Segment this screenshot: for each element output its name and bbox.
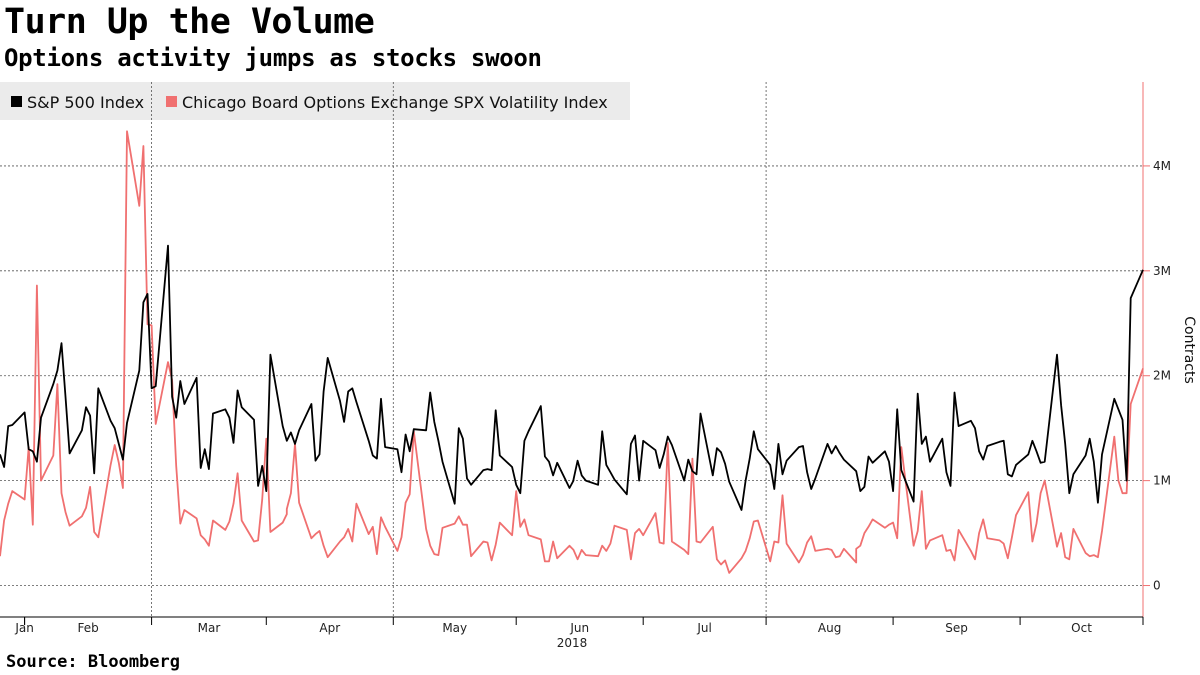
y-tick-label: 0 [1153, 579, 1161, 593]
chart-title: Turn Up the Volume [4, 2, 375, 42]
x-tick-label: Jun [569, 621, 589, 635]
y-axis-label: Contracts [1181, 316, 1197, 384]
x-tick-label: Apr [319, 621, 340, 635]
right-y-axis: 0 1M 2M 3M 4M [1142, 82, 1171, 617]
legend-label-vix: Chicago Board Options Exchange SPX Volat… [182, 93, 608, 112]
x-tick-label: Feb [77, 621, 98, 635]
x-axis: Jan Feb Mar Apr May Jun Jul Aug Sep Oct [0, 616, 1144, 635]
x-tick-label: Oct [1071, 621, 1092, 635]
x-tick-label: Aug [818, 621, 841, 635]
legend-swatch-vix [166, 96, 177, 107]
legend: S&P 500 Index Chicago Board Options Exch… [11, 93, 608, 112]
source-note: Source: Bloomberg [6, 652, 180, 672]
x-tick-label: Jan [14, 621, 34, 635]
x-tick-label: Mar [198, 621, 221, 635]
grid [0, 82, 1143, 617]
legend-label-sp500: S&P 500 Index [27, 93, 144, 112]
x-year-label: 2018 [557, 636, 588, 650]
x-tick-label: Jul [696, 621, 711, 635]
series-line-sp500 [0, 244, 1144, 511]
x-tick-label: May [442, 621, 467, 635]
x-tick-label: Sep [945, 621, 968, 635]
y-tick-label: 3M [1153, 264, 1171, 278]
y-tick-label: 4M [1153, 159, 1171, 173]
chart-subtitle: Options activity jumps as stocks swoon [4, 44, 542, 72]
series-lines [0, 130, 1144, 574]
legend-swatch-sp500 [11, 96, 22, 107]
legend-background [0, 82, 630, 120]
y-tick-label: 2M [1153, 369, 1171, 383]
series-line-vix [0, 130, 1144, 574]
y-tick-label: 1M [1153, 474, 1171, 488]
